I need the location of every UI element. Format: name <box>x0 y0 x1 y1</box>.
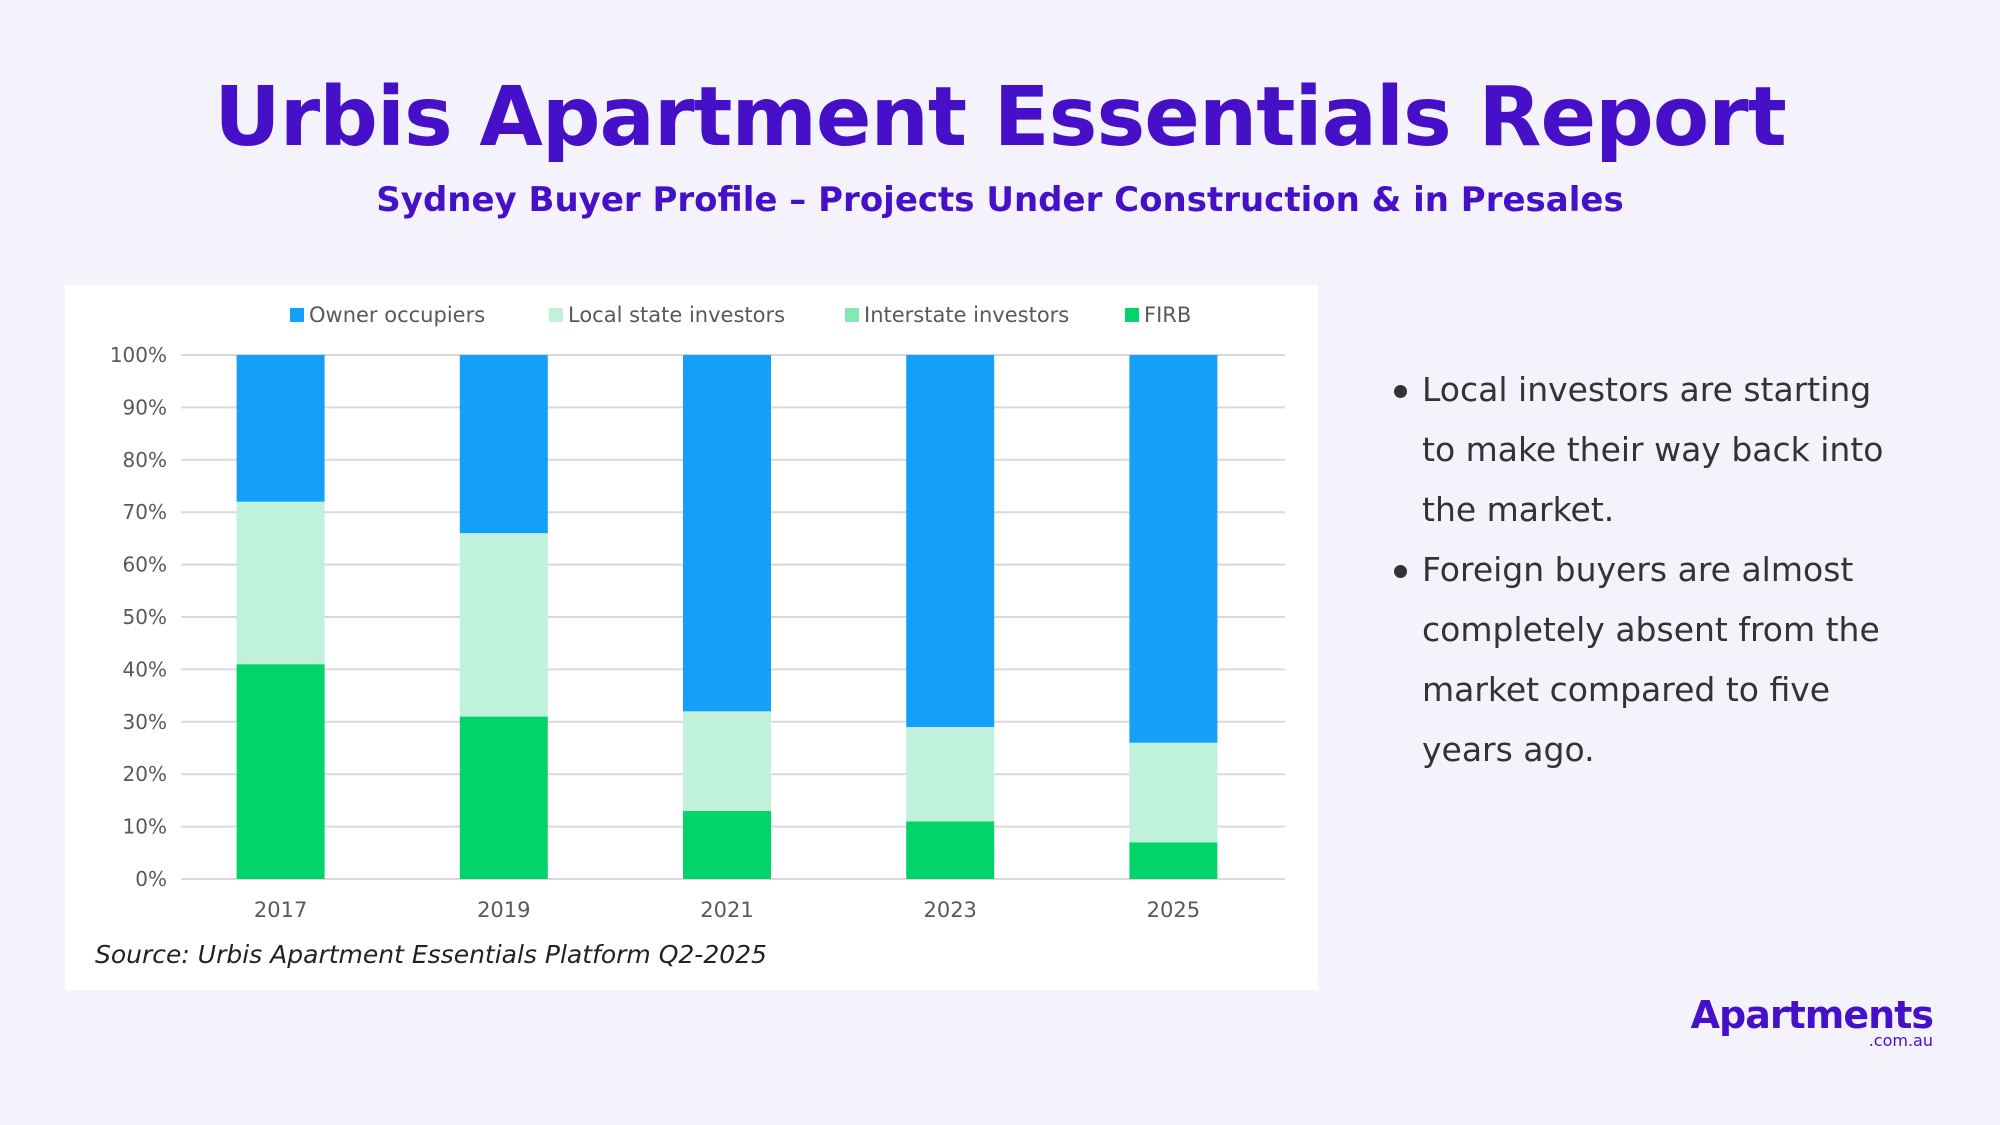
logo-wordmark: Apartments <box>1690 993 1934 1037</box>
x-tick-label: 2019 <box>477 898 530 922</box>
x-tick-label: 2023 <box>923 898 976 922</box>
x-tick-label: 2025 <box>1147 898 1200 922</box>
bullet-item: Local investors are starting to make the… <box>1392 360 1912 540</box>
bar-segment <box>459 533 548 717</box>
bullet-item: Foreign buyers are almost completely abs… <box>1392 540 1912 780</box>
y-tick-label: 30% <box>123 710 167 734</box>
bullet-dot-icon <box>1394 385 1407 398</box>
bar-segment <box>906 355 995 728</box>
bar-segment <box>1129 742 1218 843</box>
bar-segment <box>236 664 325 879</box>
bar-segment <box>236 355 325 502</box>
bar-segment <box>906 821 995 879</box>
bars <box>236 355 1218 879</box>
bullet-text: Local investors are starting to make the… <box>1422 370 1884 529</box>
bullet-text: Foreign buyers are almost completely abs… <box>1422 550 1880 769</box>
bar-segment <box>683 810 771 879</box>
axis-labels: 0% 10% 20% 30% 40% 50% 60% 70% 80% 90% 100% 2017 201… <box>110 343 1200 922</box>
legend-label: FIRB <box>1144 303 1191 327</box>
y-tick-label: 0% <box>135 867 167 891</box>
chart-legend: Owner occupiers Local state investors Inte… <box>290 303 1191 327</box>
page-title: Urbis Apartment Essentials Report <box>214 70 1787 165</box>
y-tick-label: 40% <box>123 657 167 681</box>
logo-domain: .com.au <box>1868 1031 1933 1050</box>
x-tick-label: 2017 <box>254 898 307 922</box>
y-tick-label: 100% <box>110 343 167 367</box>
y-tick-label: 50% <box>123 605 167 629</box>
bar-segment <box>683 711 771 811</box>
legend-swatch <box>290 308 304 322</box>
y-tick-label: 90% <box>123 395 167 419</box>
legend-label: Owner occupiers <box>309 303 485 327</box>
y-tick-label: 20% <box>123 762 167 786</box>
legend-swatch <box>1125 308 1139 322</box>
apartments-logo: Apartments .com.au <box>1690 993 1934 1050</box>
bar-segment <box>906 727 995 822</box>
page-subtitle: Sydney Buyer Profile – Projects Under Co… <box>376 180 1624 220</box>
bar-segment <box>683 355 771 712</box>
legend-swatch <box>845 308 859 322</box>
legend-label: Interstate investors <box>864 303 1069 327</box>
legend-swatch <box>549 308 563 322</box>
legend-label: Local state investors <box>568 303 785 327</box>
bar-segment <box>1129 355 1218 743</box>
bar-segment <box>459 355 548 534</box>
x-tick-label: 2021 <box>700 898 753 922</box>
bullet-dot-icon <box>1394 565 1407 578</box>
chart-card: 0% 10% 20% 30% 40% 50% 60% 70% 80% 90% 100% 2017 201… <box>65 285 1318 990</box>
y-tick-label: 10% <box>123 815 167 839</box>
y-tick-label: 70% <box>123 500 167 524</box>
y-tick-label: 60% <box>123 553 167 577</box>
bar-segment <box>1129 842 1218 879</box>
key-points-list: Local investors are starting to make the… <box>1392 360 1912 780</box>
bar-segment <box>236 501 325 665</box>
y-tick-label: 80% <box>123 448 167 472</box>
bar-segment <box>459 716 548 879</box>
chart-source: Source: Urbis Apartment Essentials Platf… <box>95 940 767 969</box>
stacked-bar-chart: 0% 10% 20% 30% 40% 50% 60% 70% 80% 90% 100% 2017 201… <box>110 303 1285 922</box>
